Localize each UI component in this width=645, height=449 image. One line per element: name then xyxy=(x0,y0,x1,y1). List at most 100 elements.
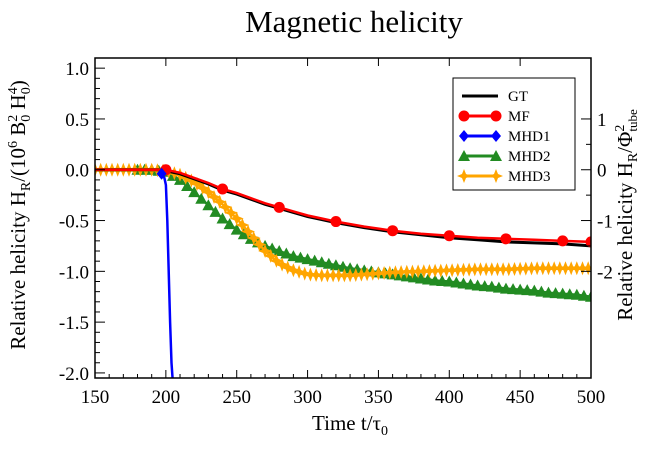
data-point-mhd2 xyxy=(535,285,548,297)
series-mhd1 xyxy=(156,167,174,378)
data-point-mhd2 xyxy=(202,199,215,211)
legend-item-mhd1: MHD1 xyxy=(459,129,551,145)
data-point-mhd2 xyxy=(273,245,286,257)
data-point-mhd2 xyxy=(301,253,314,265)
data-point-mhd2 xyxy=(414,272,427,284)
data-point-mhd3 xyxy=(178,170,193,185)
data-point-mhd2 xyxy=(315,256,328,268)
x-tick-labels: 150 200 250 300 350 400 450 500 xyxy=(81,387,606,408)
data-point-mf xyxy=(557,235,569,247)
data-point-mhd3 xyxy=(224,205,238,220)
legend-label-mhd2: MHD2 xyxy=(508,149,551,165)
data-point-mhd3 xyxy=(297,266,312,281)
data-point-mhd2 xyxy=(223,218,236,230)
legend-marker-mhd3 xyxy=(457,169,471,183)
legend-label-gt: GT xyxy=(508,89,528,105)
series-line-mhd1 xyxy=(158,170,174,378)
axis-ticks xyxy=(94,58,592,378)
y2-tick-label: -1 xyxy=(597,212,613,233)
data-point-mhd2 xyxy=(457,277,470,289)
data-point-mf xyxy=(273,201,285,213)
data-point-mhd2 xyxy=(294,251,307,263)
data-point-mhd2 xyxy=(216,212,229,224)
data-point-mhd2 xyxy=(407,271,420,283)
series-line-mf xyxy=(95,168,591,244)
data-point-mhd2 xyxy=(585,290,591,302)
data-point-mhd3 xyxy=(235,218,250,232)
x-tick-label: 350 xyxy=(364,387,393,408)
x-tick-label: 200 xyxy=(152,387,181,408)
data-point-mhd2 xyxy=(188,186,201,198)
y-tick-labels: 1.0 0.5 0.0 -0.5 -1.0 -1.5 -2.0 xyxy=(59,59,89,385)
data-point-mhd3 xyxy=(190,177,204,191)
data-point-mhd1 xyxy=(156,167,167,180)
y2-tick-labels: 1 0 -1 -2 xyxy=(597,110,613,283)
y-tick-label: -2.0 xyxy=(59,364,89,385)
y-tick-label: 1.0 xyxy=(65,59,89,80)
data-point-mhd3 xyxy=(258,244,273,258)
x-tick-label: 250 xyxy=(222,387,251,408)
data-point-mhd2 xyxy=(344,262,357,274)
y2-tick-label: 1 xyxy=(597,110,607,131)
legend-marker-mhd2 xyxy=(458,150,470,161)
x-tick-label: 400 xyxy=(435,387,464,408)
data-point-mhd2 xyxy=(450,276,463,288)
data-point-mhd2 xyxy=(181,180,194,191)
data-point-mhd2 xyxy=(570,288,583,300)
chart-title: Magnetic helicity xyxy=(245,4,463,39)
x-tick-label: 300 xyxy=(293,387,322,408)
data-point-mhd3 xyxy=(292,264,307,279)
y-tick-label: -1.0 xyxy=(59,262,89,283)
legend-item-gt: GT xyxy=(462,89,528,105)
y-tick-label: -1.5 xyxy=(59,313,89,334)
data-point-mhd3 xyxy=(229,211,244,226)
data-point-mhd3 xyxy=(252,237,267,252)
data-point-mhd2 xyxy=(443,275,456,287)
y-axis-label-right: Relative helicity HR/Φ2tube xyxy=(613,109,641,321)
data-point-mhd3 xyxy=(286,263,301,278)
legend-marker-mhd3 xyxy=(489,169,503,183)
data-point-mf xyxy=(217,183,229,195)
data-point-mhd3 xyxy=(241,224,256,239)
data-point-mhd2 xyxy=(287,250,300,262)
data-point-mf xyxy=(387,225,399,237)
data-point-mhd2 xyxy=(280,247,293,259)
data-point-mhd3 xyxy=(275,257,290,272)
data-point-mhd3 xyxy=(218,200,233,215)
data-point-mhd2 xyxy=(485,280,498,292)
legend-label-mf: MF xyxy=(508,109,530,125)
data-point-mhd2 xyxy=(337,260,349,272)
plot-frame xyxy=(94,57,592,379)
data-point-mf xyxy=(585,236,591,248)
x-tick-label: 150 xyxy=(81,387,110,408)
y-tick-label: 0.0 xyxy=(65,161,89,182)
legend-item-mhd2: MHD2 xyxy=(458,149,551,165)
legend-marker-mhd1 xyxy=(459,130,469,142)
y2-tick-label: -2 xyxy=(597,262,613,283)
x-tick-label: 500 xyxy=(577,387,606,408)
data-point-mhd2 xyxy=(464,278,477,290)
data-point-mhd2 xyxy=(322,257,335,269)
legend-marker-mf xyxy=(490,110,502,122)
y-axis-label-left: Relative helicity HR/(106 B20 H40) xyxy=(6,80,34,349)
data-point-mhd3 xyxy=(246,231,261,245)
data-point-mhd2 xyxy=(195,192,208,204)
data-point-mhd2 xyxy=(308,254,321,266)
legend-item-mf: MF xyxy=(458,109,530,125)
data-point-mhd2 xyxy=(422,273,435,285)
data-point-mhd3 xyxy=(280,260,295,275)
legend-marker-mhd1 xyxy=(491,130,501,142)
y-tick-label: 0.5 xyxy=(65,110,89,131)
data-point-mhd3 xyxy=(269,253,284,268)
x-tick-label: 450 xyxy=(506,387,535,408)
legend-item-mhd3: MHD3 xyxy=(457,169,551,185)
data-point-mhd2 xyxy=(577,289,590,301)
chart-legend: GT MF MHD1 MHD2 MHD3 xyxy=(452,77,576,191)
x-axis-label: Time t/τ0 xyxy=(312,411,388,439)
legend-label-mhd1: MHD1 xyxy=(508,129,551,145)
data-point-mhd2 xyxy=(230,223,243,235)
data-point-mf xyxy=(330,216,342,228)
data-point-mhd3 xyxy=(207,190,221,204)
data-point-mhd3 xyxy=(263,248,278,263)
